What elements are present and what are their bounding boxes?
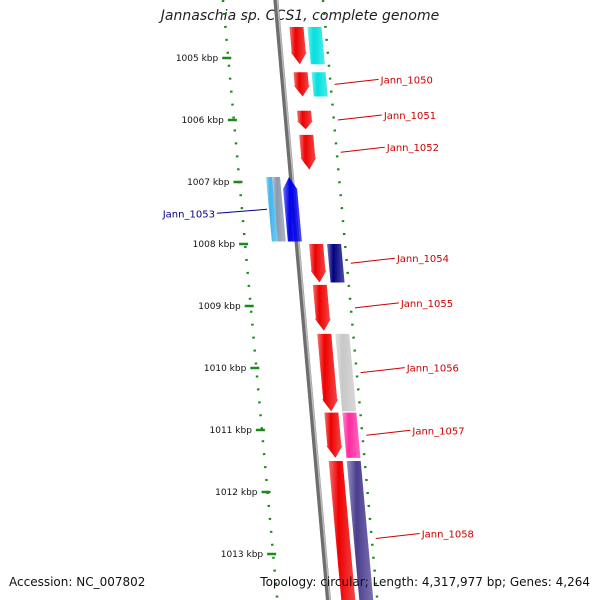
accession-label: Accession: <box>9 575 73 589</box>
gene-label: Jann_1055 <box>400 299 453 310</box>
cog-bar <box>266 177 278 242</box>
gene-arrow <box>312 284 331 331</box>
genes-label: Genes: <box>509 575 552 589</box>
kbp-tick-label: 1005 kbp <box>176 54 219 64</box>
kbp-tick-label: 1009 kbp <box>198 302 241 312</box>
cog-bar <box>327 244 345 283</box>
gene-label-leader <box>216 208 267 214</box>
kbp-tick-label: 1008 kbp <box>193 240 236 250</box>
gene-label: Jann_1053 <box>162 209 215 220</box>
gene-label: Jann_1051 <box>383 111 436 122</box>
map-title: Jannaschia sp. CCS1, complete genome <box>160 8 440 24</box>
gene-label: Jann_1054 <box>396 254 449 265</box>
cog-bar <box>311 72 328 97</box>
gene-arrow <box>299 134 317 170</box>
kbp-tick-label: 1011 kbp <box>210 426 253 436</box>
cog-bar <box>342 412 361 458</box>
gene-label-leader <box>360 367 405 374</box>
genome-backbone-highlight <box>276 0 331 600</box>
cog-bar <box>346 461 374 600</box>
kbp-tick-label: 1010 kbp <box>204 364 247 374</box>
gene-arrow <box>324 412 343 458</box>
cog-bar <box>307 27 325 65</box>
accession-value: NC_007802 <box>76 575 146 589</box>
topology-label: Topology: <box>260 575 317 589</box>
genome-backbone <box>273 0 331 600</box>
gene-label-leader <box>375 533 420 539</box>
gene-arrow <box>309 244 327 283</box>
gene-label-leader <box>340 146 385 153</box>
cog-bar <box>272 177 286 242</box>
gene-label: Jann_1058 <box>421 530 474 541</box>
gene-label-leader <box>350 257 395 264</box>
kbp-tick-label: 1007 kbp <box>187 178 230 188</box>
gene-arrow <box>293 72 310 97</box>
kbp-tick-label: 1006 kbp <box>181 116 224 126</box>
gene-arrow <box>296 110 313 130</box>
gene-label-leader <box>366 429 411 436</box>
gene-label: Jann_1056 <box>406 364 459 375</box>
genome-stats: Topology: circular; Length: 4,317,977 bp… <box>260 575 590 589</box>
gene-label: Jann_1050 <box>380 75 433 86</box>
gene-arrow <box>317 333 339 412</box>
left-guide-dotted <box>221 0 279 600</box>
accession-info: Accession: NC_007802 <box>9 575 145 589</box>
gene-label-leader <box>337 114 382 121</box>
gene-label-leader <box>354 302 399 309</box>
gene-arrow <box>289 27 307 65</box>
length-label: Length: <box>372 575 419 589</box>
gene-arrow <box>283 177 302 242</box>
right-guide-dotted <box>321 0 379 600</box>
topology-value: circular <box>320 575 365 589</box>
length-value: 4,317,977 bp <box>421 575 502 589</box>
kbp-tick-label: 1013 kbp <box>221 550 264 560</box>
genes-value: 4,264 <box>555 575 590 589</box>
gene-label: Jann_1057 <box>411 426 464 437</box>
gene-label: Jann_1052 <box>386 143 439 154</box>
gene-label-leader <box>334 78 379 85</box>
kbp-tick-label: 1012 kbp <box>215 488 258 498</box>
cog-bar <box>335 333 357 412</box>
gene-arrow <box>328 461 356 600</box>
